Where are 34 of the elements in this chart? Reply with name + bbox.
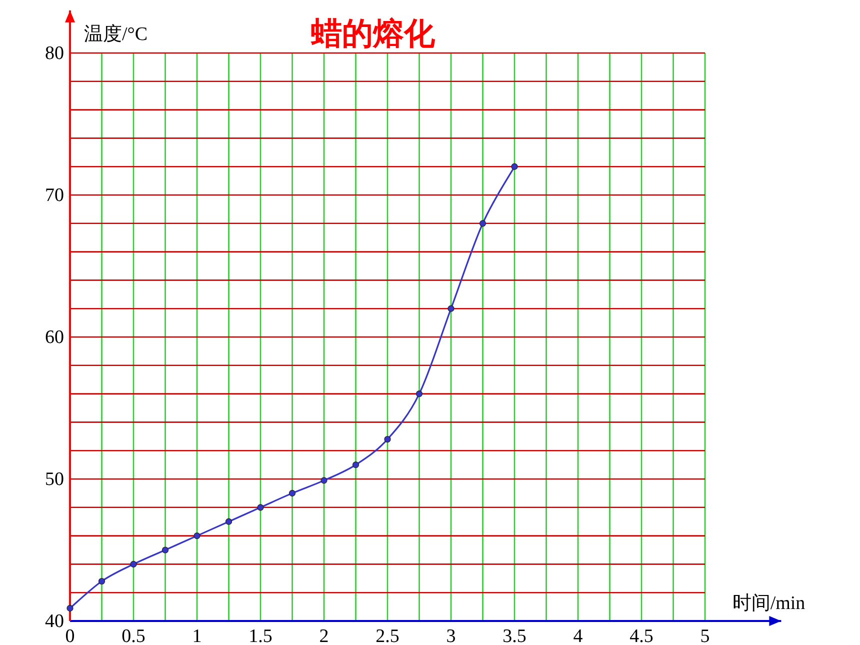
point [479,220,486,227]
point [416,390,423,398]
x-tick-label: 3.5 [502,626,526,645]
x-tick-label: 5 [700,626,710,645]
x-tick-label: 3 [446,626,456,645]
y-tick-label: 60 [45,327,64,348]
point [384,436,391,443]
point [162,546,169,554]
x-tick-label: 1 [192,626,202,645]
point [225,518,232,525]
x-tick-label: 4.5 [630,626,654,645]
x-tick-label: 1.5 [248,626,272,645]
point [98,578,106,585]
x-tick-label: 4 [573,626,584,645]
point [320,477,328,484]
point [352,462,360,468]
x-tick-label: 0.5 [122,626,146,645]
y-axis-title: 温度/°C [84,23,148,45]
point [66,604,74,612]
point [448,305,454,312]
point [257,504,264,511]
point [511,163,518,170]
y-tick-label: 50 [45,469,64,490]
point [288,490,296,496]
y-tick-label: 70 [45,185,64,206]
x-tick-label: 0 [65,626,75,645]
x-tick-label: 2 [319,626,329,645]
chart-title: 蜡的熔化 [310,16,436,52]
x-axis-title: 时间/min [732,593,806,614]
point [194,532,200,540]
y-tick-label: 40 [45,611,64,632]
point [130,560,137,568]
y-tick-label: 80 [45,43,64,64]
x-tick-label: 2.5 [376,626,400,645]
